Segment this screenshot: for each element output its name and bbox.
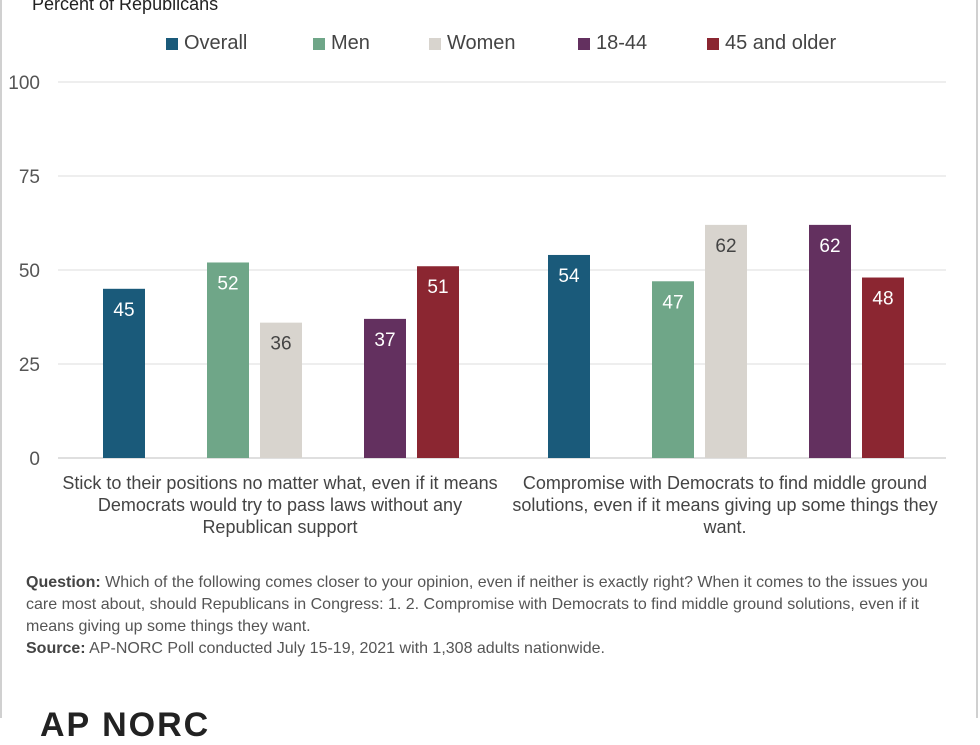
- category-label-compromise: Compromise with Democrats to find middle…: [512, 473, 938, 537]
- data-label-men-0: 52: [217, 273, 238, 294]
- question-label: Question:: [26, 574, 101, 591]
- bar-men-0: [207, 262, 249, 458]
- legend: Overall Men Women 18-44 45 and older: [0, 32, 980, 56]
- data-label-men-1: 47: [662, 292, 683, 313]
- bar-overall-1: [548, 254, 590, 458]
- bar-women-0: [260, 322, 302, 458]
- bar-18-44-0: [364, 318, 406, 458]
- legend-swatch-men: [313, 37, 325, 50]
- bar-men-1: [652, 281, 694, 458]
- data-label-women-1: 62: [715, 236, 736, 257]
- source-label: Source:: [26, 640, 86, 657]
- bar-overall-0: [103, 288, 145, 458]
- category-label-stick: Stick to their positions no matter what,…: [62, 473, 498, 537]
- question-line: Question: Which of the following comes c…: [26, 572, 956, 638]
- data-label-overall-0: 45: [113, 300, 134, 321]
- y-tick-label-75: 75: [19, 167, 40, 188]
- legend-label-18-44: 18-44: [596, 32, 648, 54]
- bar-45-and-older-1: [862, 277, 904, 458]
- legend-item-women: Women: [429, 32, 516, 55]
- legend-label-overall: Overall: [184, 32, 248, 54]
- bar-18-44-1: [809, 224, 851, 458]
- data-label-women-0: 36: [270, 334, 291, 355]
- chart-subtitle: Percent of Republicans: [32, 0, 219, 14]
- legend-item-overall: Overall: [166, 32, 247, 55]
- legend-label-45-older: 45 and older: [725, 32, 837, 54]
- data-label-overall-1: 54: [558, 266, 580, 287]
- chart-frame: [0, 0, 978, 718]
- y-tick-label-100: 100: [8, 73, 40, 94]
- legend-item-45-older: 45 and older: [707, 32, 836, 55]
- data-label-18-44-1: 62: [819, 236, 840, 257]
- y-tick-label-0: 0: [29, 449, 40, 470]
- source-text: AP-NORC Poll conducted July 15-19, 2021 …: [89, 640, 605, 657]
- legend-swatch-45-older: [707, 37, 719, 50]
- bar-45-and-older-0: [417, 266, 459, 458]
- source-line: Source: AP-NORC Poll conducted July 15-1…: [26, 638, 956, 660]
- y-tick-label-50: 50: [19, 261, 40, 282]
- data-label-45-and-older-0: 51: [427, 277, 448, 298]
- legend-swatch-18-44: [578, 37, 590, 50]
- bar-women-1: [705, 224, 747, 458]
- data-label-18-44-0: 37: [374, 330, 395, 351]
- question-text: Which of the following comes closer to y…: [26, 574, 928, 635]
- legend-label-women: Women: [447, 32, 516, 54]
- data-label-45-and-older-1: 48: [872, 289, 893, 310]
- legend-item-men: Men: [313, 32, 370, 55]
- legend-swatch-women: [429, 37, 441, 50]
- ap-norc-logo: AP NORC: [40, 706, 211, 744]
- bar-chart: 0 25 50 75 100 45 52 36 37 51 54 47 62 62 48: [8, 73, 946, 470]
- chart-note: Question: Which of the following comes c…: [26, 572, 956, 660]
- legend-label-men: Men: [331, 32, 370, 54]
- legend-item-18-44: 18-44: [578, 32, 647, 55]
- y-tick-label-25: 25: [19, 355, 40, 376]
- legend-swatch-overall: [166, 37, 178, 50]
